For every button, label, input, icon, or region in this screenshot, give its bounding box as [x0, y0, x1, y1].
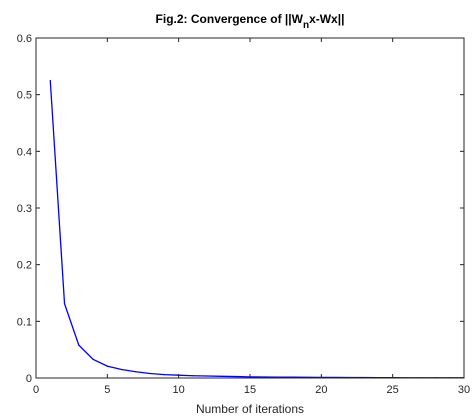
chart-title-main: Fig.2: Convergence of ||W	[156, 12, 304, 26]
y-tick-label: 0.4	[17, 146, 32, 158]
data-point	[277, 376, 280, 378]
y-tick-label: 0.5	[17, 90, 32, 102]
data-point	[149, 372, 151, 375]
y-tick-label: 0.1	[17, 316, 32, 328]
data-point	[135, 371, 137, 373]
x-tick-label: 10	[173, 384, 185, 396]
y-tick-label: 0	[26, 373, 32, 385]
y-tick-label: 0.3	[17, 203, 32, 215]
data-point	[220, 375, 223, 377]
data-point	[49, 79, 51, 82]
data-point	[192, 375, 194, 377]
chart-title: Fig.2: Convergence of ||Wnx-Wx||	[156, 12, 345, 31]
x-axis-label: Number of iterations	[196, 402, 304, 416]
y-tick-label: 0.6	[17, 33, 32, 45]
chart-title-subscript: n	[303, 20, 309, 31]
y-tick-label: 0.2	[17, 260, 32, 272]
data-point	[92, 358, 94, 360]
x-tick-label: 5	[104, 384, 110, 396]
data-point	[121, 368, 123, 371]
data-point	[63, 303, 66, 305]
data-point	[178, 374, 180, 376]
chart-title-rest: x-Wx||	[309, 12, 344, 26]
data-point	[249, 376, 251, 378]
x-tick-label: 30	[458, 384, 470, 396]
data-point	[78, 344, 80, 346]
x-tick-label: 25	[387, 384, 399, 396]
x-tick-label: 20	[315, 384, 327, 396]
data-point	[163, 374, 165, 376]
x-tick-label: 15	[244, 384, 256, 396]
axes-box	[35, 37, 465, 379]
axis-ticks: 0 5 10 15 20 25 30 0 0.1 0.2 0.3 0.4 0.5 0.6	[17, 33, 470, 396]
data-point	[106, 365, 108, 367]
data-point	[206, 375, 208, 377]
plot-area	[36, 38, 464, 378]
data-point	[263, 376, 265, 378]
x-tick-label: 0	[33, 384, 39, 396]
data-point	[235, 375, 237, 378]
